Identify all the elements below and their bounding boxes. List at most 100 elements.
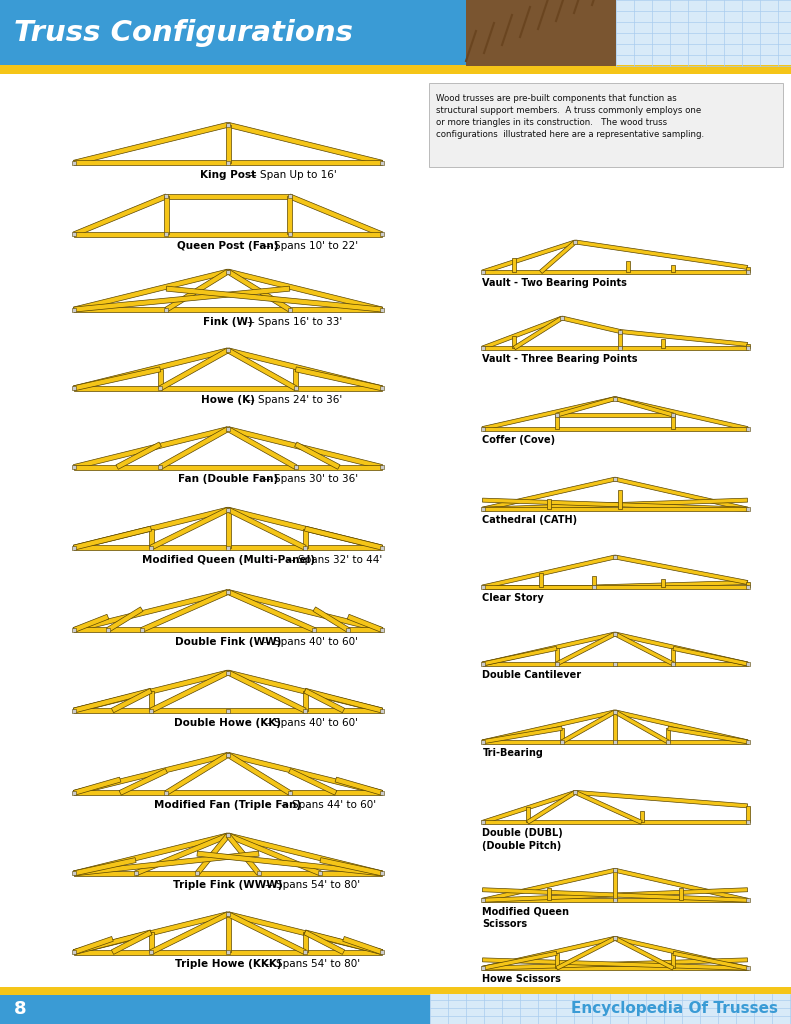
- Polygon shape: [289, 194, 383, 237]
- Polygon shape: [197, 851, 382, 876]
- Bar: [226, 269, 230, 273]
- Polygon shape: [134, 834, 229, 876]
- Polygon shape: [313, 607, 350, 632]
- Bar: [480, 820, 485, 824]
- Polygon shape: [227, 590, 383, 633]
- Bar: [72, 465, 76, 469]
- Polygon shape: [149, 528, 153, 548]
- Bar: [380, 307, 384, 311]
- Bar: [319, 871, 323, 876]
- Bar: [380, 709, 384, 713]
- Polygon shape: [149, 507, 229, 550]
- Polygon shape: [226, 834, 261, 874]
- Polygon shape: [227, 834, 321, 876]
- Polygon shape: [164, 197, 169, 234]
- Text: Coffer (Cove): Coffer (Cove): [483, 434, 555, 444]
- Polygon shape: [74, 851, 259, 876]
- Bar: [288, 232, 292, 237]
- Polygon shape: [482, 646, 557, 666]
- Bar: [480, 662, 485, 666]
- Bar: [745, 820, 750, 824]
- Bar: [745, 739, 750, 743]
- Bar: [0, 994, 791, 1024]
- Bar: [613, 555, 617, 559]
- Polygon shape: [112, 930, 152, 954]
- Polygon shape: [660, 339, 664, 348]
- Bar: [560, 316, 564, 321]
- Text: Fink (W): Fink (W): [203, 316, 253, 327]
- Polygon shape: [119, 769, 168, 795]
- Bar: [480, 270, 485, 274]
- Polygon shape: [483, 957, 747, 971]
- Bar: [165, 791, 168, 795]
- Text: Double (DUBL)
(Double Pitch): Double (DUBL) (Double Pitch): [483, 828, 563, 851]
- Bar: [380, 791, 384, 795]
- Bar: [72, 950, 76, 954]
- Polygon shape: [483, 662, 747, 666]
- Polygon shape: [74, 590, 229, 633]
- Polygon shape: [483, 888, 747, 902]
- Bar: [72, 628, 76, 632]
- Polygon shape: [668, 726, 747, 743]
- Text: -- Spans 54' to 80': -- Spans 54' to 80': [262, 959, 360, 969]
- Polygon shape: [293, 370, 298, 388]
- Bar: [380, 465, 384, 469]
- Bar: [226, 912, 230, 916]
- Text: Vault - Two Bearing Points: Vault - Two Bearing Points: [483, 278, 627, 288]
- Bar: [0, 65, 791, 74]
- Polygon shape: [74, 545, 382, 550]
- Polygon shape: [482, 555, 615, 589]
- Polygon shape: [619, 332, 623, 348]
- Text: -- Spans 16' to 33': -- Spans 16' to 33': [244, 316, 343, 327]
- Polygon shape: [660, 580, 664, 587]
- Text: Double Howe (KK): Double Howe (KK): [175, 718, 282, 727]
- Polygon shape: [560, 728, 564, 741]
- Polygon shape: [227, 269, 383, 312]
- Polygon shape: [594, 581, 747, 589]
- Polygon shape: [294, 442, 340, 469]
- Polygon shape: [320, 858, 383, 876]
- Bar: [226, 508, 230, 512]
- Polygon shape: [227, 507, 383, 550]
- Polygon shape: [227, 507, 306, 550]
- Text: Truss Configurations: Truss Configurations: [14, 19, 353, 47]
- Bar: [226, 348, 230, 352]
- Polygon shape: [166, 286, 382, 312]
- Bar: [672, 413, 676, 417]
- Polygon shape: [165, 753, 229, 795]
- Bar: [380, 950, 384, 954]
- Polygon shape: [74, 122, 229, 165]
- Polygon shape: [673, 951, 748, 970]
- Polygon shape: [74, 231, 382, 237]
- Bar: [72, 791, 76, 795]
- Bar: [619, 346, 623, 350]
- Polygon shape: [165, 269, 229, 311]
- Polygon shape: [74, 930, 152, 954]
- Bar: [573, 240, 577, 244]
- Polygon shape: [227, 427, 383, 469]
- Polygon shape: [74, 911, 229, 954]
- Text: Tri-Bearing: Tri-Bearing: [483, 748, 543, 758]
- Polygon shape: [483, 898, 747, 902]
- Bar: [380, 628, 384, 632]
- Bar: [745, 346, 750, 350]
- Polygon shape: [227, 670, 383, 713]
- Polygon shape: [483, 957, 747, 971]
- Polygon shape: [195, 834, 230, 874]
- Polygon shape: [483, 820, 747, 824]
- Polygon shape: [166, 194, 290, 199]
- Polygon shape: [74, 708, 382, 713]
- Polygon shape: [614, 632, 674, 666]
- Bar: [560, 739, 564, 743]
- Polygon shape: [561, 710, 616, 743]
- Bar: [312, 628, 316, 632]
- Polygon shape: [74, 465, 382, 470]
- FancyBboxPatch shape: [429, 83, 783, 167]
- Polygon shape: [613, 712, 617, 741]
- Bar: [380, 232, 384, 237]
- Polygon shape: [547, 888, 551, 900]
- Bar: [226, 753, 230, 757]
- Bar: [288, 791, 292, 795]
- Polygon shape: [575, 791, 747, 808]
- Bar: [613, 710, 617, 714]
